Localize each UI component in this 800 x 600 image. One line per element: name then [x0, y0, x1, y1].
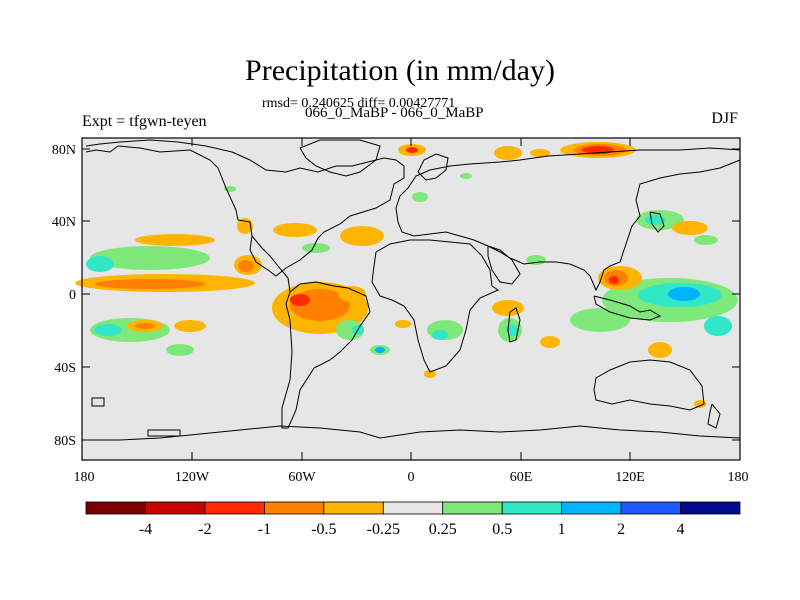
anomaly-patch	[540, 336, 560, 348]
x-tick-label: 60E	[510, 470, 533, 485]
x-tick-label: 180	[728, 470, 749, 485]
coastline-scandinavia	[417, 153, 449, 181]
anomaly-patch	[375, 347, 385, 353]
colorbar-box	[145, 501, 206, 515]
coastline-island	[91, 397, 105, 407]
coastline-island	[147, 429, 181, 437]
anomaly-patch	[694, 235, 718, 245]
y-tick-label: 40S	[54, 361, 76, 376]
coastline-madagascar	[507, 307, 521, 343]
coastline-japan	[649, 211, 665, 233]
y-tick-label: 80S	[54, 434, 76, 449]
x-tick-label: 60W	[288, 470, 316, 485]
coastlines	[82, 139, 741, 441]
anomaly-patch	[273, 223, 317, 237]
anomaly-patch	[166, 344, 194, 356]
experiment-label: Expt = tfgwn-teyen	[82, 113, 207, 130]
coastline-australia	[593, 359, 705, 411]
colorbar-box	[680, 501, 741, 515]
y-tick-label: 80N	[52, 143, 76, 158]
x-tick-label: 120E	[615, 470, 645, 485]
y-tick-label: 0	[69, 288, 76, 303]
anomaly-patch	[406, 147, 418, 153]
coastline-north-america	[85, 139, 405, 277]
colorbar-boxes	[85, 501, 741, 515]
x-tick-label: 120W	[175, 470, 210, 485]
coastline-indonesia	[593, 295, 662, 321]
x-tick-label: 180	[74, 470, 95, 485]
season-label: DJF	[711, 110, 738, 127]
colorbar-box	[561, 501, 622, 515]
x-axis-labels: 180 120W 60W 0 60E 120E 180	[74, 470, 749, 485]
colorbar-label: 0.5	[492, 521, 512, 538]
colorbar-label: 2	[617, 521, 625, 538]
stats-text: rmsd= 0.240625 diff= 0.00427771	[262, 96, 456, 111]
coastline-south-america	[281, 281, 371, 429]
anomaly-patch	[609, 276, 619, 284]
anomaly-patch	[86, 256, 114, 272]
anomaly-patch	[432, 330, 448, 340]
anomaly-patch	[338, 286, 366, 302]
anomaly-patch	[494, 146, 522, 160]
colorbar-label: 4	[677, 521, 685, 538]
anomaly-patch	[424, 370, 436, 378]
anomaly-patch	[704, 316, 732, 336]
anomaly-patch	[90, 246, 210, 270]
colorbar-box	[85, 501, 146, 515]
colorbar-label: -4	[139, 521, 152, 538]
colorbar-label: 1	[558, 521, 566, 538]
anomaly-patch	[648, 342, 672, 358]
anomaly-patch	[174, 320, 206, 332]
x-axis-ticks	[191, 138, 631, 460]
anomaly-patch	[290, 294, 310, 306]
anomaly-patch	[340, 226, 384, 246]
colorbar-box	[501, 501, 563, 515]
colorbar-box	[382, 501, 444, 515]
anomaly-patch	[238, 260, 254, 272]
colorbar-box	[323, 501, 384, 515]
anomaly-patch	[395, 320, 411, 328]
coastline-arabia	[487, 245, 521, 285]
coastline-greenland	[299, 139, 381, 177]
anomaly-patch	[94, 324, 122, 336]
coastline-new-zealand	[707, 403, 721, 429]
x-tick-label: 0	[408, 470, 415, 485]
plot-title: Precipitation (in mm/day)	[245, 54, 555, 87]
anomaly-patch	[336, 320, 364, 340]
coastline-eurasia	[395, 147, 741, 292]
comparison-label: 066_0_MaBP - 066_0_MaBP	[305, 105, 484, 121]
anomaly-patch	[302, 243, 330, 253]
anomaly-patch	[135, 234, 215, 246]
y-axis-ticks	[82, 148, 740, 441]
colorbar-box	[204, 501, 265, 515]
colorbar-label: -2	[198, 521, 211, 538]
coastline-antarctica	[82, 425, 741, 441]
anomaly-patch	[694, 400, 706, 408]
anomaly-patch	[492, 300, 524, 316]
anomaly-patch	[135, 323, 155, 329]
colorbar-box	[263, 501, 325, 515]
anomaly-patch	[668, 287, 700, 301]
colorbar-labels: -4 -2 -1 -0.5 -0.25 0.25 0.5 1 2 4	[139, 521, 685, 538]
anomaly-patch	[645, 215, 665, 225]
y-tick-label: 40N	[52, 215, 76, 230]
anomaly-patch	[460, 173, 472, 179]
colorbar-box	[620, 501, 681, 515]
coastline-africa	[371, 239, 500, 373]
anomaly-patch	[672, 221, 708, 235]
y-axis-labels: 80N 40N 0 40S 80S	[52, 143, 76, 449]
colorbar-label: -0.5	[311, 521, 336, 538]
anomaly-patch	[412, 192, 428, 202]
anomaly-patch	[530, 149, 550, 157]
colorbar-label: 0.25	[429, 521, 457, 538]
coastline-central-america	[251, 235, 291, 293]
colorbar-label: -0.25	[367, 521, 400, 538]
colorbar-box	[442, 501, 503, 515]
colorbar-label: -1	[258, 521, 271, 538]
anomaly-patch	[95, 279, 205, 289]
